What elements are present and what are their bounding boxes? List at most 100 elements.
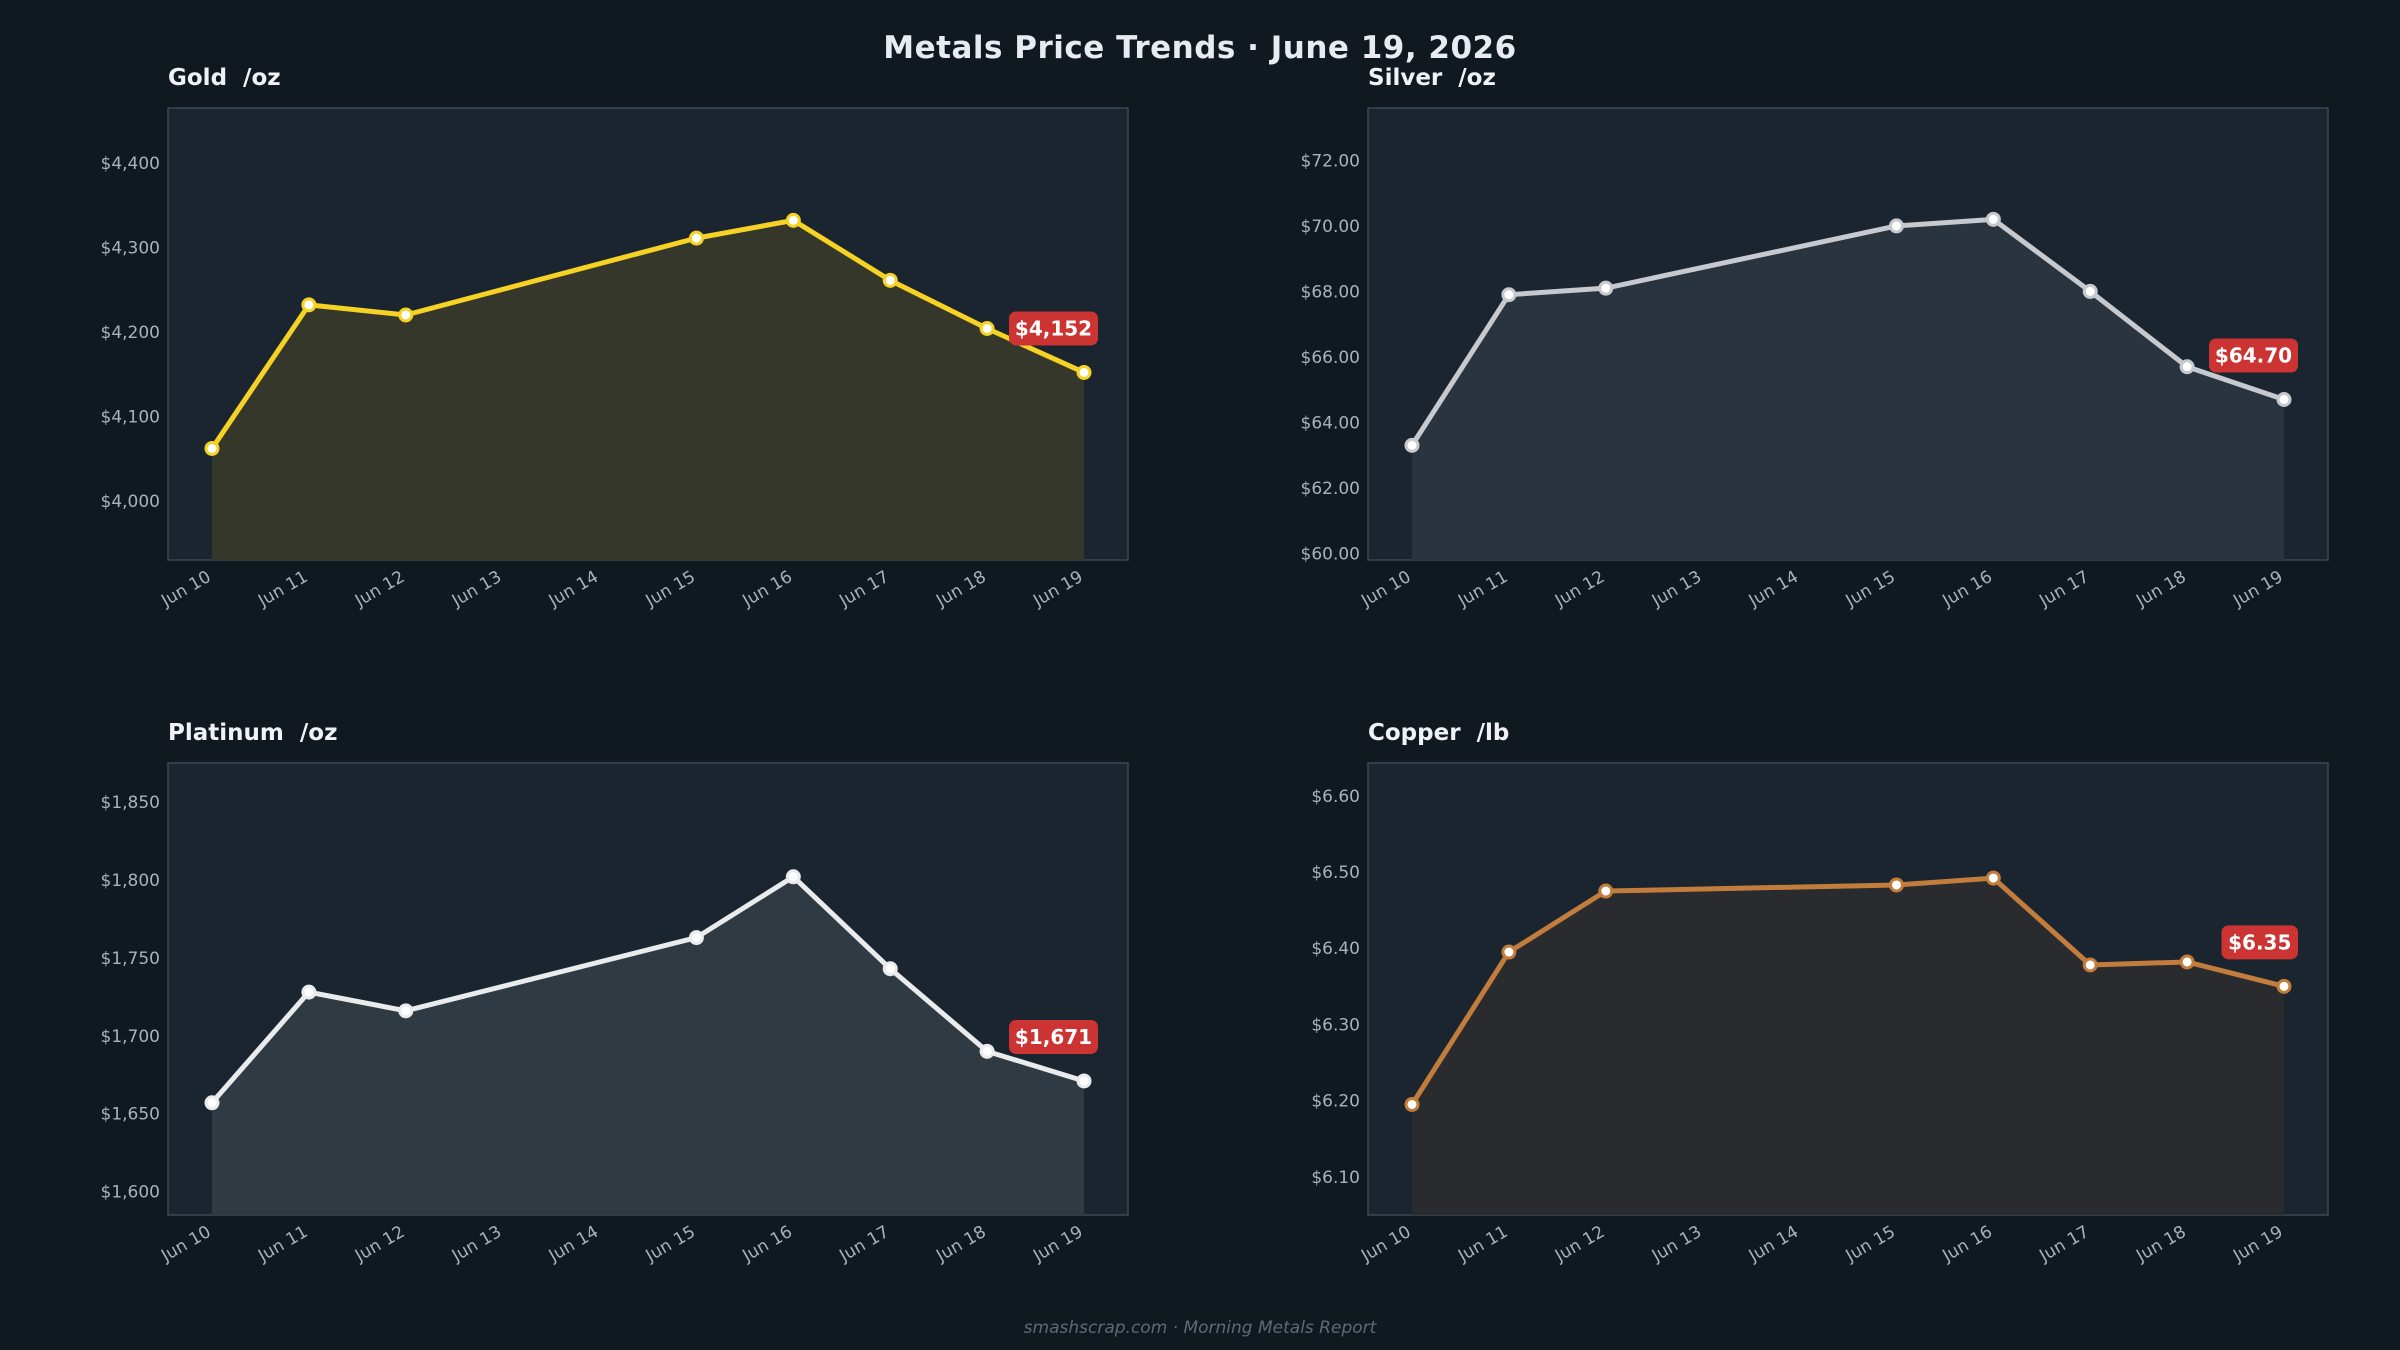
- badge-value: $64.70: [2215, 344, 2292, 368]
- x-tick-label: Jun 17: [2035, 1222, 2092, 1267]
- data-point-platinum: [204, 1095, 220, 1111]
- x-tick-label: Jun 18: [932, 567, 989, 612]
- data-point-silver: [1598, 280, 1614, 296]
- data-point-copper: [1598, 883, 1614, 899]
- area-fill-gold: [212, 220, 1084, 561]
- badge-value: $6.35: [2228, 930, 2291, 954]
- y-tick-label: $66.00: [1301, 348, 1360, 368]
- data-point-silver: [1501, 287, 1517, 303]
- x-tick-label: Jun 16: [739, 567, 796, 612]
- x-tick-label: Jun 14: [1745, 567, 1802, 612]
- data-point-silver: [2276, 392, 2292, 408]
- y-tick-label: $72.00: [1301, 151, 1360, 171]
- y-tick-label: $6.10: [1311, 1168, 1360, 1188]
- y-tick-label: $6.40: [1311, 939, 1360, 959]
- data-point-gold: [979, 321, 995, 337]
- x-tick-label: Jun 12: [1551, 1222, 1608, 1267]
- series-line-gold: [209, 217, 1087, 451]
- data-point-platinum: [301, 984, 317, 1000]
- x-tick-label: Jun 11: [1454, 1222, 1511, 1267]
- x-tick-label: Jun 10: [157, 1222, 214, 1267]
- y-tick-label: $1,850: [101, 793, 160, 813]
- area-fill-silver: [1412, 219, 2284, 561]
- data-point-platinum: [1076, 1073, 1092, 1089]
- badge-value: $4,152: [1015, 316, 1092, 340]
- x-tick-label: Jun 10: [1357, 567, 1414, 612]
- x-tick-label: Jun 14: [545, 567, 602, 612]
- chart-title-platinum: Platinum /oz: [168, 720, 338, 746]
- data-point-platinum: [979, 1043, 995, 1059]
- x-tick-label: Jun 14: [545, 1222, 602, 1267]
- footer-credit: smashscrap.com · Morning Metals Report: [1023, 1318, 1377, 1338]
- chart-gold: $4,000 $4,100 $4,200 $4,300 $4,400 Jun 10 Jun …: [101, 107, 1129, 612]
- y-tick-label: $1,600: [101, 1183, 160, 1203]
- x-tick-label: Jun 15: [1842, 567, 1899, 612]
- data-point-silver: [1888, 218, 1904, 234]
- y-tick-label: $70.00: [1301, 217, 1360, 237]
- chart-platinum: $1,600 $1,650 $1,700 $1,750 $1,800 $1,850 Jun …: [101, 762, 1129, 1267]
- data-point-gold: [1076, 364, 1092, 380]
- y-tick-label: $6.20: [1311, 1092, 1360, 1112]
- chart-silver: $60.00 $62.00 $64.00 $66.00 $68.00 $70.00 $72.…: [1301, 107, 2329, 612]
- x-tick-label: Jun 17: [835, 567, 892, 612]
- x-tick-label: Jun 11: [1454, 567, 1511, 612]
- x-tick-label: Jun 13: [448, 567, 505, 612]
- y-tick-label: $4,300: [101, 238, 160, 258]
- data-point-platinum: [398, 1003, 414, 1019]
- data-point-platinum: [882, 961, 898, 977]
- data-point-gold: [204, 440, 220, 456]
- badge-background: [1009, 1019, 1098, 1054]
- y-tick-label: $6.60: [1311, 787, 1360, 807]
- x-tick-label: Jun 14: [1745, 1222, 1802, 1267]
- x-tick-label: Jun 12: [1551, 567, 1608, 612]
- area-fill-copper: [1412, 878, 2284, 1215]
- data-point-gold: [688, 230, 704, 246]
- data-point-copper: [2179, 954, 2195, 970]
- x-tick-label: Jun 11: [254, 1222, 311, 1267]
- series-line-silver: [1409, 216, 2287, 448]
- badge-background: [2221, 925, 2298, 960]
- y-tick-label: $4,200: [101, 323, 160, 343]
- data-point-gold: [785, 212, 801, 228]
- x-tick-label: Jun 17: [835, 1222, 892, 1267]
- x-tick-label: Jun 13: [1648, 1222, 1705, 1267]
- y-tick-label: $1,650: [101, 1105, 160, 1125]
- x-tick-label: Jun 13: [448, 1222, 505, 1267]
- x-tick-label: Jun 18: [932, 1222, 989, 1267]
- x-tick-label: Jun 19: [2229, 567, 2286, 612]
- page-title: Metals Price Trends · June 19, 2026: [883, 30, 1517, 66]
- data-point-silver: [2179, 359, 2195, 375]
- data-point-platinum: [785, 869, 801, 885]
- badge-background: [2209, 338, 2298, 373]
- data-point-silver: [1404, 437, 1420, 453]
- x-tick-label: Jun 18: [2132, 567, 2189, 612]
- chart-title-silver: Silver /oz: [1368, 65, 1496, 91]
- chart-title-copper: Copper /lb: [1368, 720, 1510, 746]
- x-tick-label: Jun 15: [642, 567, 699, 612]
- x-tick-label: Jun 10: [1357, 1222, 1414, 1267]
- data-point-gold: [398, 307, 414, 323]
- y-tick-label: $6.30: [1311, 1015, 1360, 1035]
- y-tick-label: $60.00: [1301, 544, 1360, 564]
- y-tick-label: $4,000: [101, 492, 160, 512]
- data-point-gold: [301, 297, 317, 313]
- y-tick-label: $68.00: [1301, 282, 1360, 302]
- series-line-copper: [1409, 875, 2287, 1107]
- data-point-copper: [1985, 870, 2001, 886]
- series-line-platinum: [209, 874, 1087, 1106]
- y-tick-label: $62.00: [1301, 479, 1360, 499]
- x-tick-label: Jun 16: [1939, 567, 1996, 612]
- last-value-badge-gold: $4,152: [1009, 311, 1098, 346]
- data-point-platinum: [688, 930, 704, 946]
- x-tick-label: Jun 13: [1648, 567, 1705, 612]
- last-value-badge-platinum: $1,671: [1009, 1019, 1098, 1054]
- data-point-copper: [2082, 957, 2098, 973]
- x-tick-label: Jun 19: [2229, 1222, 2286, 1267]
- y-tick-label: $64.00: [1301, 413, 1360, 433]
- chart-title-gold: Gold /oz: [168, 65, 281, 91]
- badge-background: [1009, 311, 1098, 346]
- badge-value: $1,671: [1015, 1025, 1092, 1049]
- y-tick-label: $4,100: [101, 407, 160, 427]
- x-tick-label: Jun 10: [157, 567, 214, 612]
- x-tick-label: Jun 17: [2035, 567, 2092, 612]
